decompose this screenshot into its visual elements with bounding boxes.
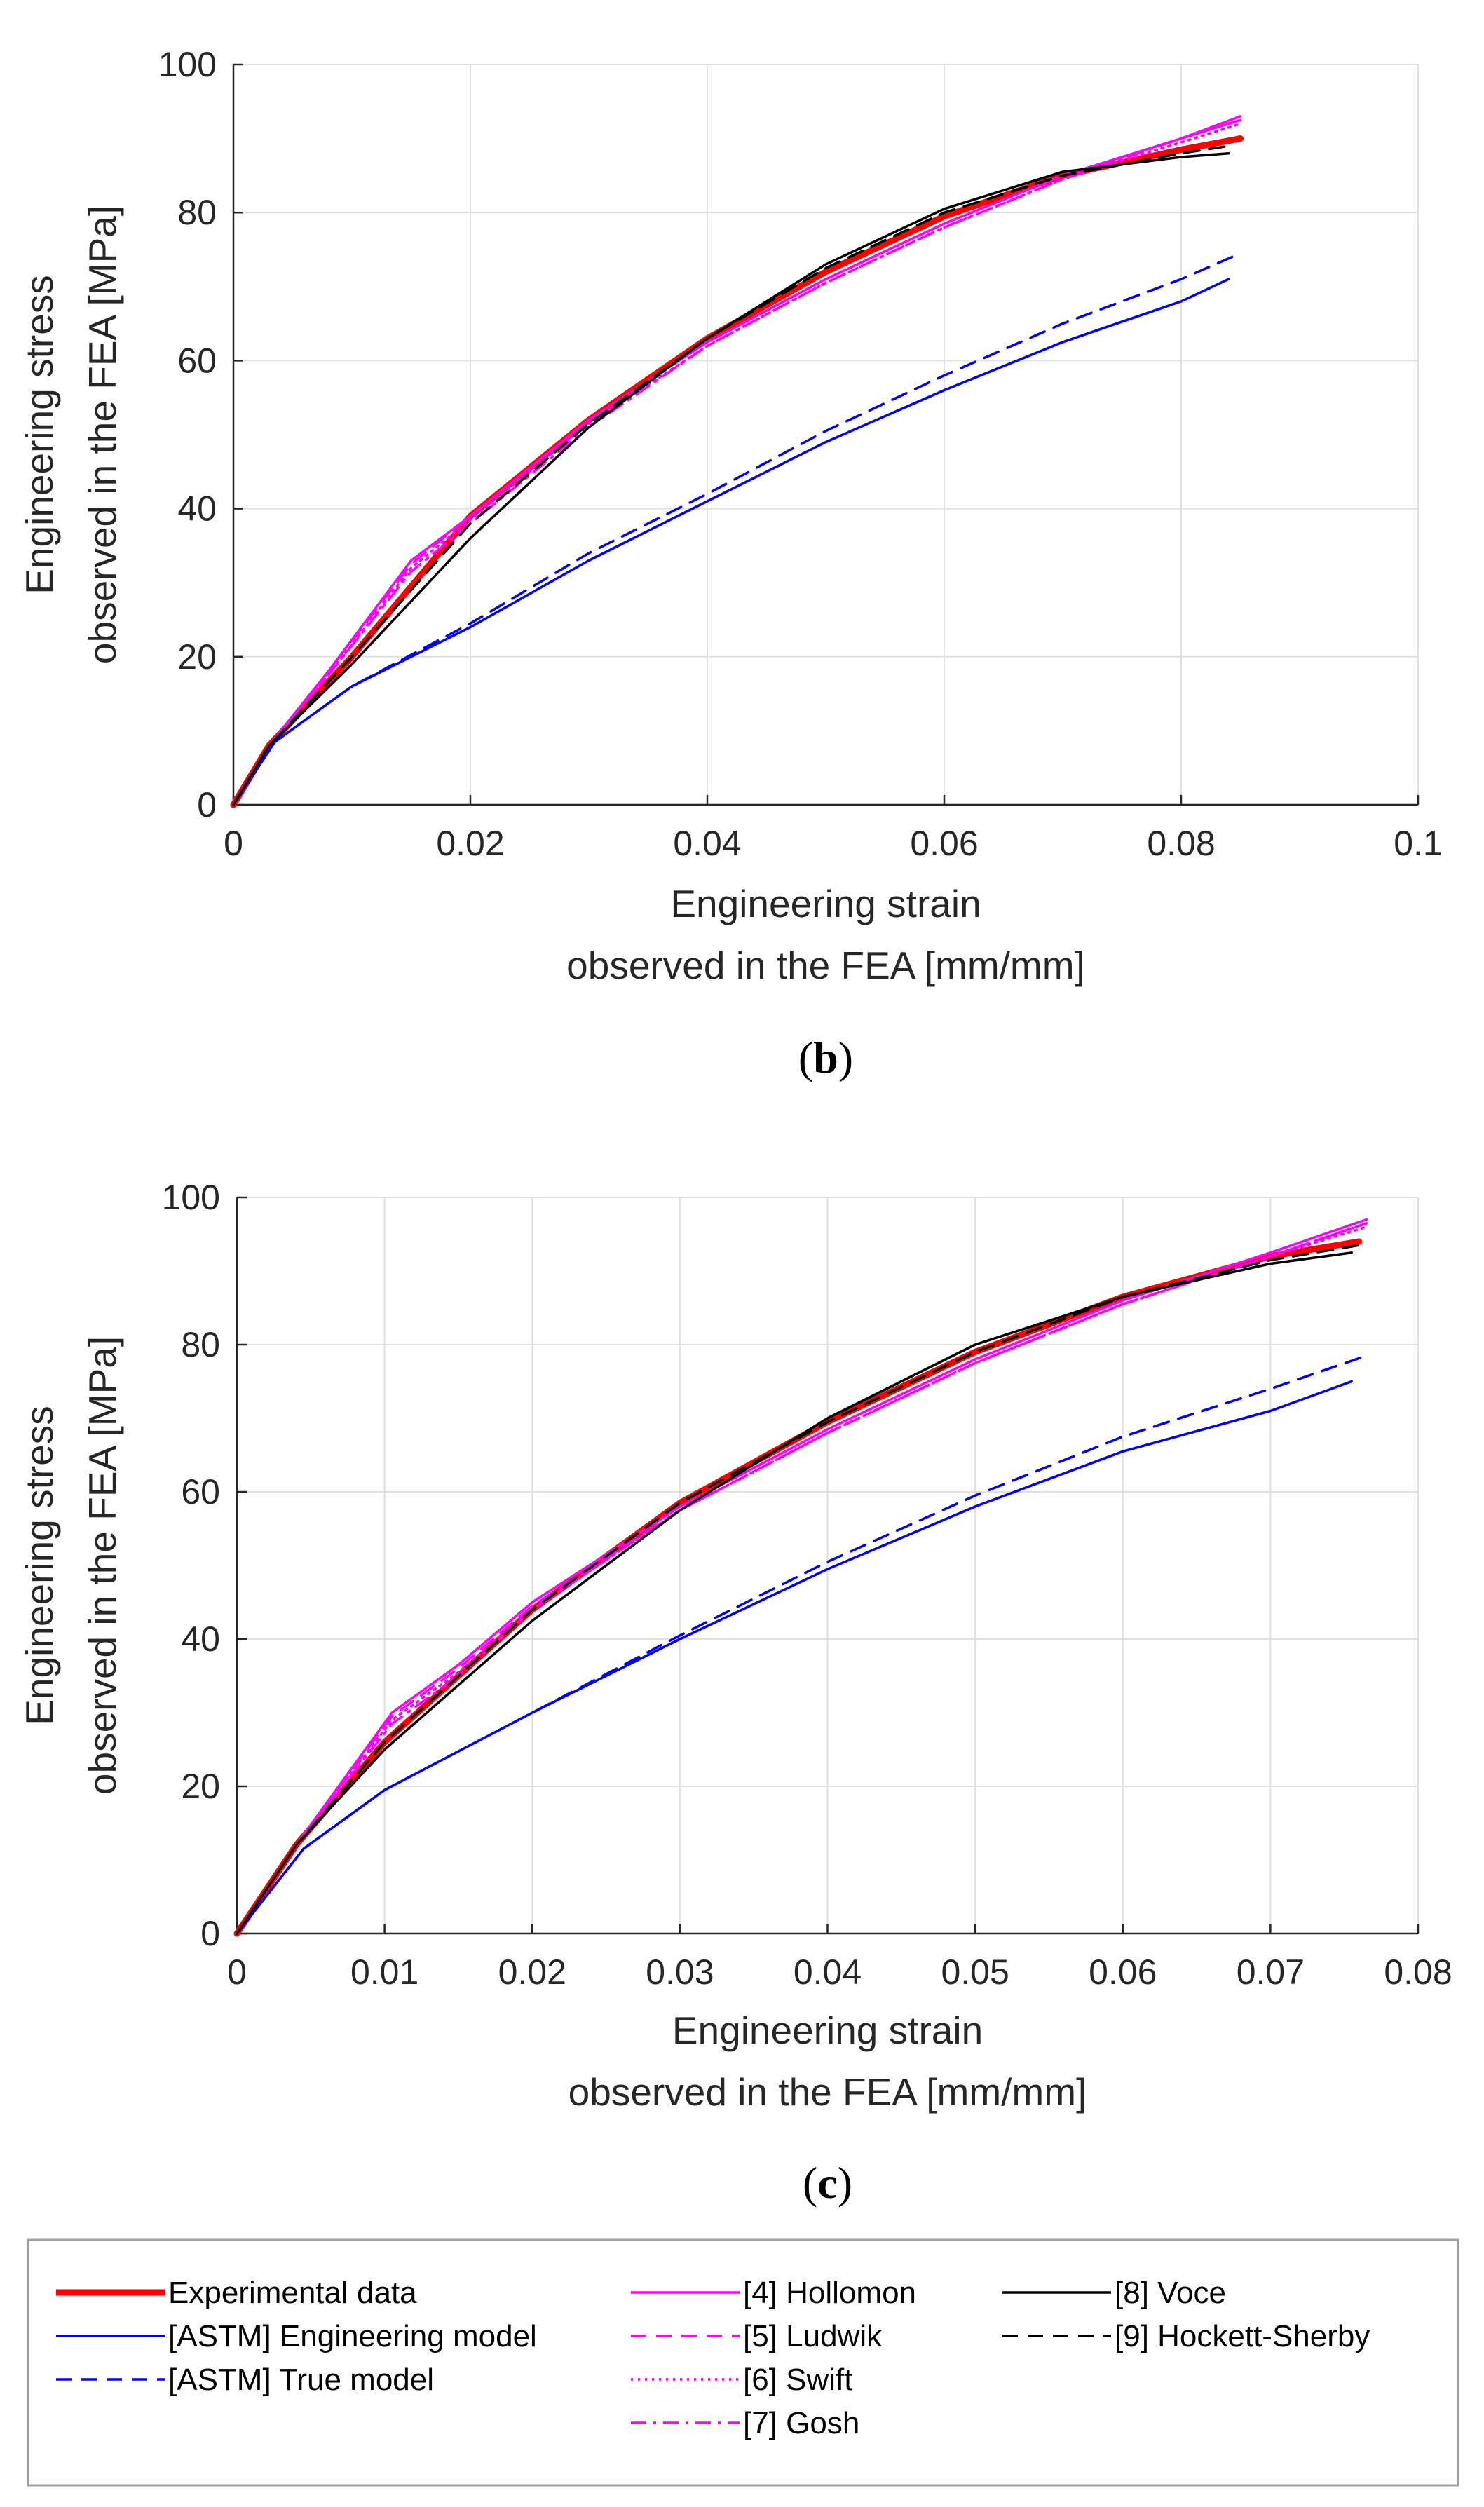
series-line-astm-true-model <box>236 1354 1368 1935</box>
series-line-6-swift <box>236 1225 1368 1935</box>
x-tick-label: 0.02 <box>436 824 504 863</box>
x-axis-label: Engineering strain <box>672 2009 983 2052</box>
legend-label: [7] Gosh <box>743 2406 859 2440</box>
x-tick-label: 0.03 <box>646 1952 714 1992</box>
legend-label: Experimental data <box>168 2276 417 2310</box>
legend-label: [ASTM] Engineering model <box>168 2319 537 2353</box>
y-axis-label: Engineering stress <box>18 1406 61 1725</box>
y-tick-label: 0 <box>200 1914 220 1953</box>
x-tick-label: 0.08 <box>1384 1952 1452 1992</box>
y-tick-label: 20 <box>181 1767 220 1806</box>
x-tick-label: 0 <box>227 1952 247 1992</box>
panel-letter: c <box>817 2158 837 2208</box>
x-axis-label-line-2: observed in the FEA [mm/mm] <box>566 944 1085 987</box>
x-tick-label: 0.08 <box>1147 824 1215 863</box>
legend-label: [8] Voce <box>1115 2276 1226 2310</box>
legend-box <box>27 2238 1459 2487</box>
chart-panel-c: 0 0.01 0.02 0.03 0.04 0.05 0.06 0.07 0.08 0 20 40 60… <box>18 1178 1452 2208</box>
y-axis-label-line-2: observed in the FEA [MPa] <box>81 205 124 664</box>
x-axis-label-line-2: observed in the FEA [mm/mm] <box>569 2070 1087 2114</box>
y-tick-label: 100 <box>162 1178 220 1217</box>
series-line-7-gosh <box>232 118 1242 806</box>
y-axis-label-line-2: observed in the FEA [MPa] <box>81 1336 124 1795</box>
y-tick-label: 60 <box>181 1472 220 1511</box>
y-tick-label: 60 <box>177 341 217 380</box>
panel-label-b: (b) <box>798 1033 853 1082</box>
plot-area <box>233 64 1418 805</box>
x-tick-label: 0.1 <box>1394 824 1443 863</box>
legend-label: [4] Hollomon <box>743 2276 916 2310</box>
chart-panel-b: 0 0.02 0.04 0.06 0.08 0.1 0 20 40 60 80 100 Engineer… <box>18 45 1443 1082</box>
legend: Experimental data [ASTM] Engineering mode… <box>27 2238 1459 2487</box>
legend-label: [6] Swift <box>743 2363 853 2397</box>
x-tick-label: 0.02 <box>498 1952 566 1992</box>
legend-label: [9] Hockett-Sherby <box>1115 2319 1370 2353</box>
series-line-9-hockett-sherby <box>236 1244 1361 1935</box>
y-tick-label: 80 <box>181 1325 220 1364</box>
x-tick-label: 0.07 <box>1237 1952 1305 1992</box>
x-tick-label: 0 <box>224 824 243 863</box>
y-tick-label: 100 <box>158 45 217 84</box>
x-tick-label: 0.06 <box>1089 1952 1157 1992</box>
x-tick-label: 0.04 <box>673 824 741 863</box>
series-line-8-voce <box>236 1251 1353 1935</box>
y-axis-label: Engineering stress <box>18 275 61 595</box>
y-tick-label: 20 <box>177 637 217 677</box>
panel-letter: b <box>813 1033 838 1082</box>
x-tick-label: 0.04 <box>794 1952 862 1992</box>
x-tick-label: 0.05 <box>941 1952 1009 1992</box>
y-tick-label: 0 <box>197 785 217 824</box>
x-tick-label: 0.06 <box>910 824 978 863</box>
legend-label: [ASTM] True model <box>168 2363 434 2397</box>
y-tick-label: 40 <box>181 1619 220 1659</box>
y-tick-label: 80 <box>177 193 217 232</box>
y-tick-label: 40 <box>177 489 217 529</box>
series-line-9-hockett-sherby <box>232 144 1230 806</box>
x-axis-label: Engineering strain <box>670 882 981 925</box>
legend-label: [5] Ludwik <box>743 2319 883 2353</box>
panel-label-c: (c) <box>803 2158 852 2208</box>
series-line-astm-true-model <box>232 252 1242 806</box>
x-tick-label: 0.01 <box>350 1952 418 1992</box>
